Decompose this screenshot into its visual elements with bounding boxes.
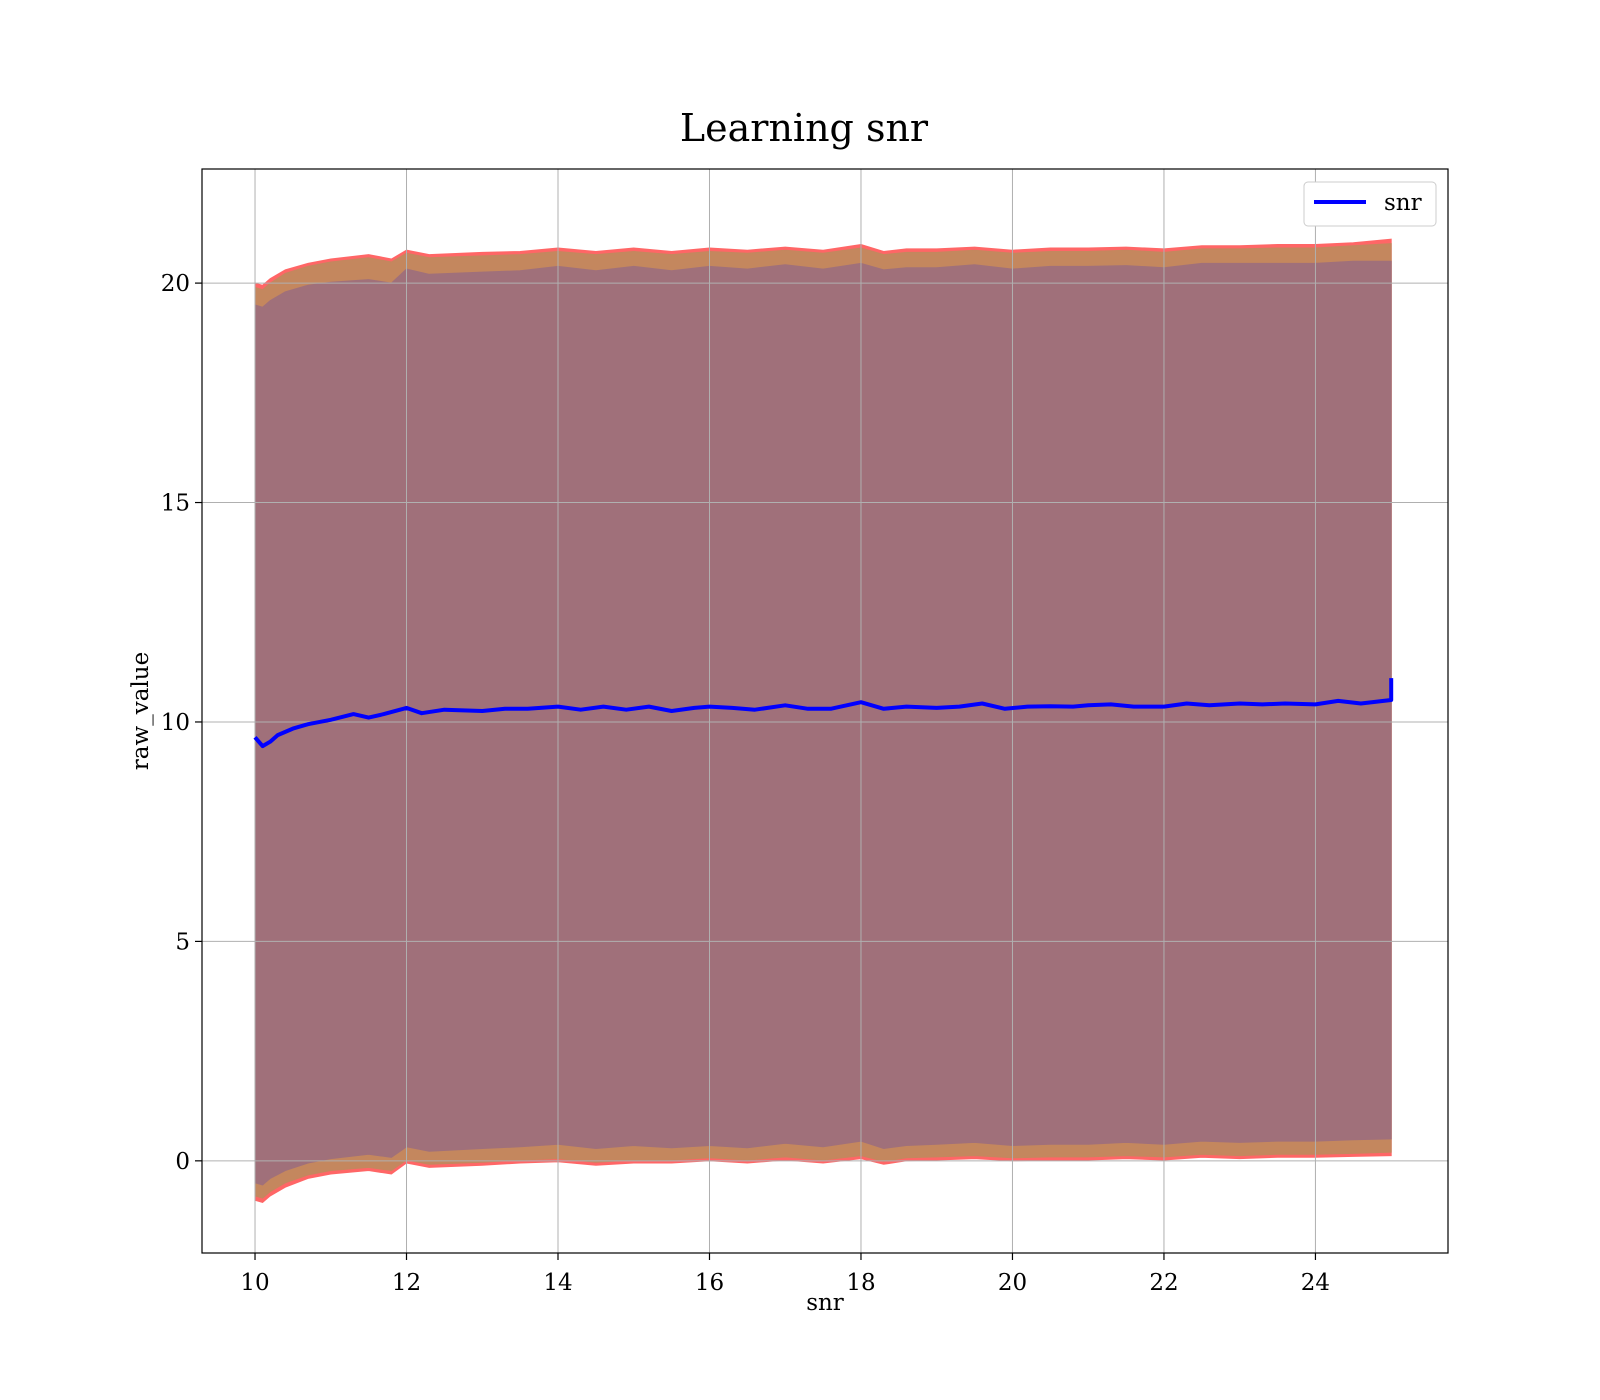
y-tick-label: 20 — [161, 271, 190, 297]
x-tick-label: 24 — [1301, 1270, 1330, 1296]
x-tick-label: 22 — [1149, 1270, 1178, 1296]
x-tick-label: 18 — [846, 1270, 875, 1296]
x-tick-label: 12 — [392, 1270, 421, 1296]
legend: snr — [1303, 181, 1437, 227]
ticks-layer: 10 12 14 16 18 20 22 24 0 5 10 15 20 — [161, 271, 1330, 1296]
y-tick-label: 15 — [161, 491, 190, 517]
y-tick-label: 10 — [161, 710, 190, 736]
plot-frame — [201, 168, 1449, 1254]
chart-title: Learning snr — [680, 106, 929, 150]
y-tick-label: 5 — [175, 929, 190, 955]
y-tick-label: 0 — [175, 1149, 190, 1175]
x-tick-label: 16 — [695, 1270, 724, 1296]
grid-layer — [202, 169, 1448, 1253]
x-axis-label: snr — [806, 1290, 844, 1316]
x-tick-label: 14 — [543, 1270, 572, 1296]
x-tick-label: 10 — [240, 1270, 269, 1296]
series-line-snr — [253, 678, 1394, 749]
plot-area — [201, 168, 1449, 1254]
legend-box — [1303, 181, 1437, 227]
band-area-2 — [254, 260, 1392, 1186]
series-layer — [253, 678, 1394, 749]
x-tick-label: 20 — [998, 1270, 1027, 1296]
legend-label-snr: snr — [1384, 190, 1422, 216]
bands-layer — [254, 238, 1392, 1204]
y-axis-label: raw_value — [128, 652, 154, 770]
